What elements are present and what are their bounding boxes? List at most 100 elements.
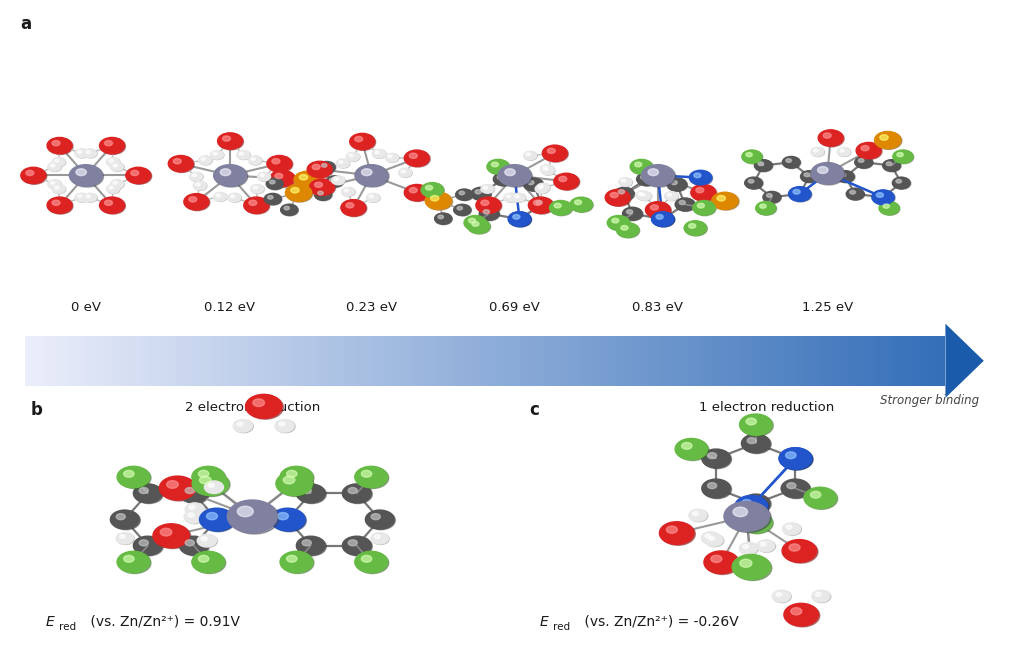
Circle shape bbox=[270, 508, 305, 531]
Circle shape bbox=[879, 201, 899, 214]
Circle shape bbox=[850, 191, 856, 194]
Circle shape bbox=[201, 509, 233, 530]
Circle shape bbox=[365, 510, 395, 529]
Bar bbox=[90, 336, 93, 386]
Circle shape bbox=[342, 187, 355, 196]
Circle shape bbox=[616, 222, 639, 238]
Circle shape bbox=[111, 180, 124, 189]
Bar bbox=[111, 336, 114, 386]
Bar bbox=[586, 336, 589, 386]
Circle shape bbox=[361, 555, 371, 562]
Circle shape bbox=[118, 467, 151, 489]
Bar bbox=[347, 336, 350, 386]
Circle shape bbox=[117, 551, 149, 573]
Circle shape bbox=[707, 453, 716, 459]
Circle shape bbox=[52, 200, 60, 205]
Circle shape bbox=[295, 172, 321, 189]
Bar bbox=[458, 336, 461, 386]
Circle shape bbox=[139, 540, 148, 546]
Circle shape bbox=[52, 185, 66, 193]
Circle shape bbox=[733, 507, 748, 516]
Bar bbox=[249, 336, 252, 386]
Circle shape bbox=[199, 555, 209, 562]
Bar bbox=[123, 336, 126, 386]
Circle shape bbox=[351, 134, 375, 150]
Circle shape bbox=[199, 471, 209, 477]
Circle shape bbox=[543, 146, 568, 162]
Circle shape bbox=[812, 590, 830, 602]
Circle shape bbox=[554, 203, 561, 208]
Circle shape bbox=[554, 173, 579, 189]
Circle shape bbox=[223, 136, 230, 141]
Circle shape bbox=[298, 485, 326, 504]
Bar bbox=[488, 336, 491, 386]
Circle shape bbox=[186, 540, 195, 546]
Circle shape bbox=[817, 168, 837, 181]
Circle shape bbox=[524, 178, 544, 191]
Bar bbox=[415, 336, 418, 386]
Circle shape bbox=[322, 164, 327, 167]
Circle shape bbox=[356, 552, 388, 573]
Circle shape bbox=[251, 158, 255, 160]
Bar bbox=[571, 336, 574, 386]
Bar bbox=[151, 336, 154, 386]
Bar bbox=[267, 336, 270, 386]
Circle shape bbox=[192, 551, 224, 573]
Circle shape bbox=[483, 210, 489, 214]
Bar bbox=[212, 336, 215, 386]
Circle shape bbox=[438, 215, 444, 218]
Bar bbox=[75, 336, 78, 386]
Bar bbox=[148, 336, 151, 386]
Circle shape bbox=[705, 535, 723, 547]
Circle shape bbox=[883, 160, 901, 171]
Bar bbox=[49, 336, 52, 386]
Circle shape bbox=[385, 154, 399, 162]
Circle shape bbox=[861, 146, 869, 151]
Circle shape bbox=[228, 193, 241, 202]
Circle shape bbox=[361, 471, 371, 477]
Circle shape bbox=[468, 218, 475, 223]
Circle shape bbox=[894, 150, 914, 164]
Bar bbox=[225, 336, 228, 386]
Circle shape bbox=[269, 180, 275, 184]
Circle shape bbox=[703, 480, 732, 498]
Circle shape bbox=[837, 171, 855, 183]
Circle shape bbox=[619, 177, 632, 186]
Circle shape bbox=[375, 151, 379, 154]
Bar bbox=[326, 336, 329, 386]
Circle shape bbox=[789, 187, 811, 202]
Circle shape bbox=[154, 525, 191, 549]
Circle shape bbox=[468, 219, 490, 234]
Circle shape bbox=[760, 542, 766, 546]
Circle shape bbox=[287, 471, 297, 477]
Circle shape bbox=[346, 152, 359, 161]
Bar bbox=[390, 336, 394, 386]
Bar bbox=[108, 336, 111, 386]
Circle shape bbox=[652, 212, 674, 226]
Circle shape bbox=[169, 156, 193, 172]
Circle shape bbox=[653, 213, 675, 227]
Circle shape bbox=[298, 537, 326, 556]
Bar bbox=[595, 336, 598, 386]
Bar bbox=[731, 336, 734, 386]
Bar bbox=[559, 336, 562, 386]
Bar bbox=[176, 336, 179, 386]
Circle shape bbox=[682, 442, 692, 449]
Circle shape bbox=[524, 152, 537, 160]
Circle shape bbox=[641, 193, 645, 196]
Circle shape bbox=[266, 178, 284, 189]
Circle shape bbox=[199, 156, 212, 165]
Circle shape bbox=[410, 153, 418, 158]
Circle shape bbox=[297, 484, 325, 503]
Bar bbox=[365, 336, 368, 386]
Circle shape bbox=[471, 187, 490, 200]
Circle shape bbox=[740, 542, 758, 554]
Bar bbox=[179, 336, 182, 386]
Circle shape bbox=[267, 195, 273, 199]
Circle shape bbox=[366, 193, 379, 202]
Bar bbox=[893, 336, 896, 386]
Circle shape bbox=[839, 149, 845, 152]
Bar bbox=[173, 336, 176, 386]
Bar bbox=[314, 336, 317, 386]
Circle shape bbox=[510, 213, 532, 227]
